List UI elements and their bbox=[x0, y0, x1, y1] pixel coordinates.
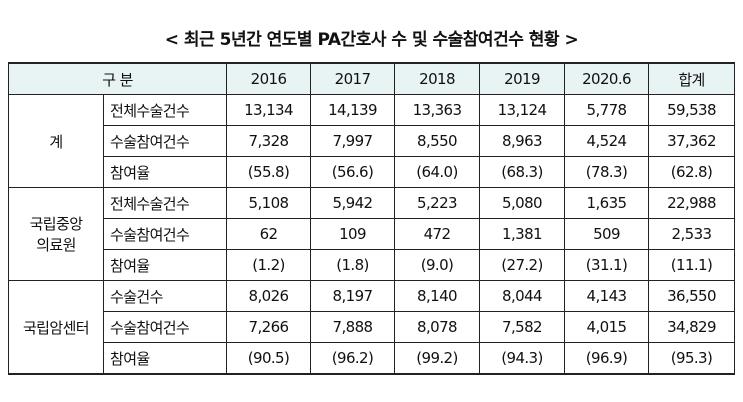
table-cell: 8,044 bbox=[479, 280, 566, 312]
column-header: 구 분 bbox=[7, 62, 228, 95]
table-cell: 62 bbox=[226, 218, 312, 250]
table-cell: (56.6) bbox=[310, 156, 396, 188]
table-cell: 1,381 bbox=[479, 218, 566, 250]
table-cell: (27.2) bbox=[479, 249, 566, 281]
table-cell: 109 bbox=[310, 218, 396, 250]
table-cell: (31.1) bbox=[564, 249, 650, 281]
table-row: 참여율 (90.5) (96.2) (99.2) (94.3) (96.9) (95.3) bbox=[9, 342, 736, 375]
table-row: 수술참여건수 7,266 7,888 8,078 7,582 4,015 34,829 bbox=[9, 311, 736, 343]
table-cell: 472 bbox=[394, 218, 481, 250]
table-cell: (9.0) bbox=[394, 249, 481, 281]
table-cell: 8,550 bbox=[394, 125, 481, 157]
table-cell: 13,363 bbox=[394, 94, 481, 126]
table-cell: 7,997 bbox=[310, 125, 396, 157]
column-header: 2019 bbox=[479, 62, 566, 95]
table-cell: (78.3) bbox=[564, 156, 650, 188]
table-cell: (55.8) bbox=[226, 156, 312, 188]
table-cell: 1,635 bbox=[564, 187, 650, 219]
table-cell: 13,134 bbox=[226, 94, 312, 126]
table-cell: (64.0) bbox=[394, 156, 481, 188]
table-cell: 7,888 bbox=[310, 311, 396, 343]
table-cell: (96.9) bbox=[564, 342, 650, 375]
table-cell: 37,362 bbox=[648, 125, 736, 157]
table-cell: (95.3) bbox=[648, 342, 736, 375]
column-header: 2018 bbox=[394, 62, 481, 95]
row-label: 수술참여건수 bbox=[102, 218, 228, 250]
table-cell: 2,533 bbox=[648, 218, 736, 250]
table-row: 참여율 (1.2) (1.8) (9.0) (27.2) (31.1) (11.1) bbox=[9, 249, 736, 281]
table-cell: 4,524 bbox=[564, 125, 650, 157]
table-row: 계 전체수술건수 13,134 14,139 13,363 13,124 5,778 59,5… bbox=[8, 94, 736, 188]
table-cell: 4,143 bbox=[564, 280, 650, 312]
table-cell: (94.3) bbox=[479, 342, 566, 375]
table-cell: (90.5) bbox=[226, 342, 312, 375]
table-cell: 34,829 bbox=[648, 311, 736, 343]
table-cell: 5,108 bbox=[226, 187, 312, 219]
table-cell: (99.2) bbox=[394, 342, 481, 375]
table-cell: 7,266 bbox=[226, 311, 312, 343]
table-row: 참여율 (55.8) (56.6) (64.0) (68.3) (78.3) (62.8) bbox=[9, 156, 736, 188]
table-cell: 8,078 bbox=[394, 311, 481, 343]
table-cell: (62.8) bbox=[648, 156, 736, 188]
table-cell: 7,328 bbox=[226, 125, 312, 157]
table-cell: (1.8) bbox=[310, 249, 396, 281]
table-cell: 4,015 bbox=[564, 311, 650, 343]
table-cell: 59,538 bbox=[648, 94, 736, 126]
table-cell: (1.2) bbox=[226, 249, 312, 281]
table-row: 국립암센터 수술건수 8,026 8,197 8,140 8,044 4,143 36,550 bbox=[8, 280, 736, 375]
column-header: 2017 bbox=[310, 62, 396, 95]
row-label: 수술건수 bbox=[102, 280, 228, 312]
table-cell: 36,550 bbox=[648, 280, 736, 312]
table-cell: 8,026 bbox=[226, 280, 312, 312]
column-header: 2020.6 bbox=[564, 62, 650, 95]
table-row: 국립중앙 의료원 전체수술건수 5,108 5,942 5,223 5,080 1,635 2… bbox=[8, 187, 736, 281]
table-cell: 509 bbox=[564, 218, 650, 250]
group-label: 계 bbox=[8, 94, 104, 188]
table-cell: 5,942 bbox=[310, 187, 396, 219]
row-label: 참여율 bbox=[102, 249, 228, 281]
column-header: 2016 bbox=[226, 62, 312, 95]
row-label: 참여율 bbox=[102, 342, 228, 375]
group-label: 국립중앙 의료원 bbox=[8, 187, 104, 281]
table-cell: 8,197 bbox=[310, 280, 396, 312]
table-cell: (11.1) bbox=[648, 249, 736, 281]
row-label: 참여율 bbox=[102, 156, 228, 188]
row-label: 수술참여건수 bbox=[102, 311, 228, 343]
table-cell: 22,988 bbox=[648, 187, 736, 219]
table-cell: 13,124 bbox=[479, 94, 566, 126]
table-cell: 5,778 bbox=[564, 94, 650, 126]
table-row: 수술참여건수 7,328 7,997 8,550 8,963 4,524 37,362 bbox=[9, 125, 736, 157]
table-title: < 최근 5년간 연도별 PA간호사 수 및 수술참여건수 현황 > bbox=[164, 30, 579, 50]
table-cell: 7,582 bbox=[479, 311, 566, 343]
group-label: 국립암센터 bbox=[8, 280, 104, 375]
table-cell: 14,139 bbox=[310, 94, 396, 126]
table-cell: (96.2) bbox=[310, 342, 396, 375]
table-cell: 5,080 bbox=[479, 187, 566, 219]
row-label: 수술참여건수 bbox=[102, 125, 228, 157]
column-header: 합계 bbox=[648, 62, 736, 95]
table-cell: (68.3) bbox=[479, 156, 566, 188]
row-label: 전체수술건수 bbox=[102, 187, 228, 219]
row-label: 전체수술건수 bbox=[102, 94, 228, 126]
pa-nurse-table: 구 분 2016 2017 2018 2019 2020.6 합계 계 전체수술건수 13,13… bbox=[7, 62, 736, 375]
header-row: 구 분 2016 2017 2018 2019 2020.6 합계 bbox=[7, 62, 736, 95]
table-cell: 8,963 bbox=[479, 125, 566, 157]
table-cell: 5,223 bbox=[394, 187, 481, 219]
table-row: 수술참여건수 62 109 472 1,381 509 2,533 bbox=[9, 218, 736, 250]
table-cell: 8,140 bbox=[394, 280, 481, 312]
